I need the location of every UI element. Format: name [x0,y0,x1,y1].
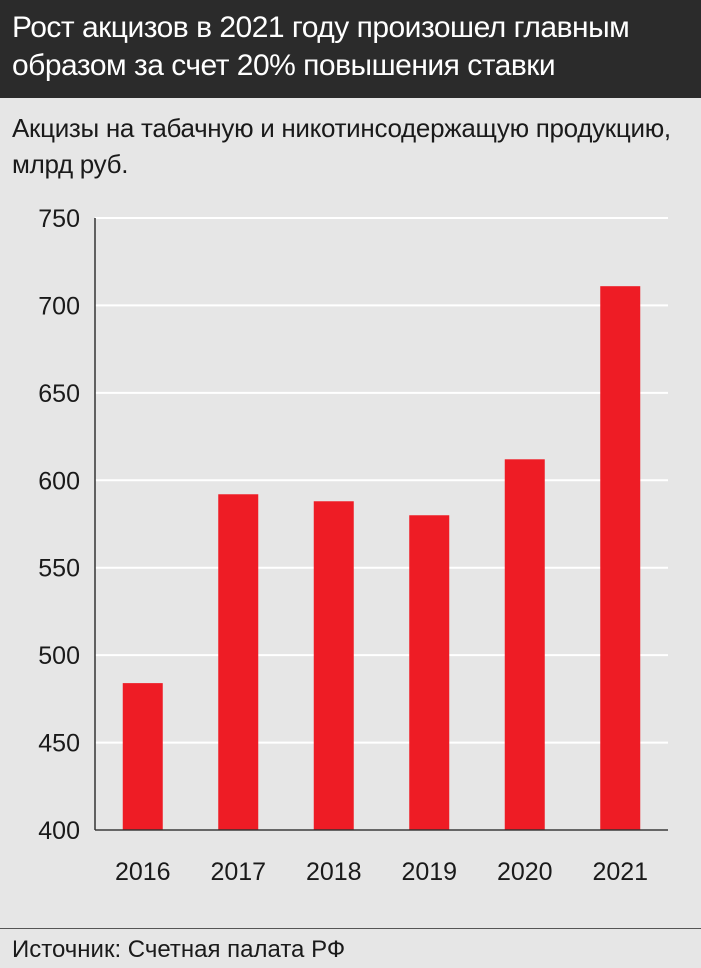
y-tick-label-750: 750 [38,205,80,233]
y-tick-label-600: 600 [38,467,80,495]
bar-2021 [600,286,641,830]
x-axis: 2016 2017 2018 2019 2020 2021 [95,829,668,886]
x-tick-label-2017: 2017 [210,858,266,886]
bar-2019 [409,515,450,830]
y-tick-label-500: 500 [38,642,80,670]
x-tick-label-2018: 2018 [306,858,362,886]
y-tick-label-450: 450 [38,730,80,758]
y-tick-label-700: 700 [38,292,80,320]
y-tick-label-550: 550 [38,555,80,583]
bar-2020 [504,459,545,830]
x-tick-label-2016: 2016 [115,858,171,886]
x-tick-label-2021: 2021 [592,858,648,886]
y-tick-label-650: 650 [38,380,80,408]
y-tick-label-400: 400 [38,817,80,845]
bar-2017 [218,494,259,830]
source-note: Источник: Счетная палата РФ [12,936,346,963]
chart-subtitle: Акцизы на табачную и никотинсодержащую п… [12,113,671,179]
chart-header: Рост акцизов в 2021 году произошел главн… [0,0,701,98]
footer-divider [0,928,701,929]
x-tick-label-2019: 2019 [401,858,457,886]
bars [122,286,641,830]
bar-2018 [313,501,354,830]
gridlines [95,217,668,831]
x-tick-label-2020: 2020 [497,858,553,886]
y-axis: 400 450 500 550 600 650 700 750 [38,205,96,845]
chart-title: Рост акцизов в 2021 году произошел главн… [12,11,630,82]
bar-2016 [122,683,163,830]
